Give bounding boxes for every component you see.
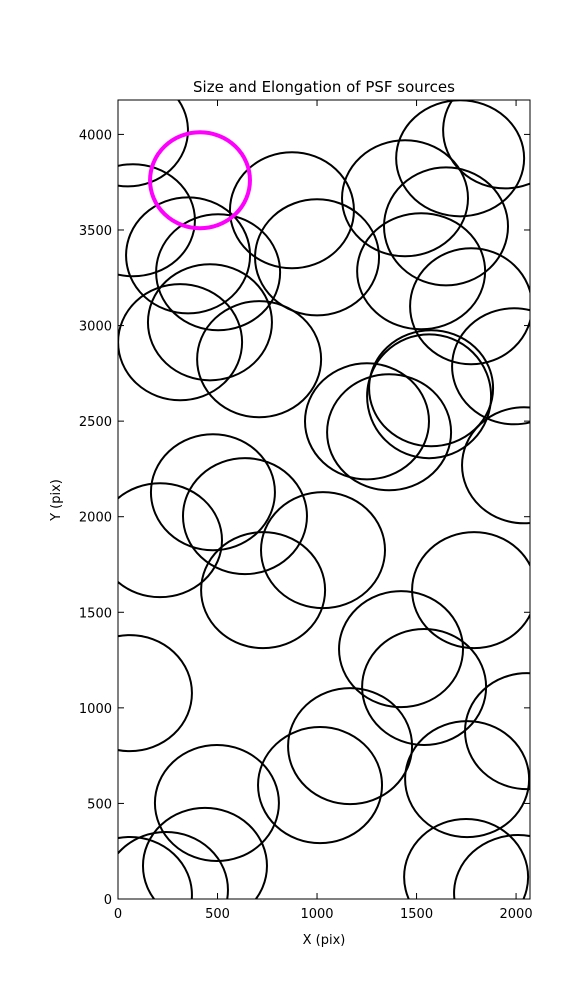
source-ellipse: [118, 163, 196, 278]
source-ellipse: [442, 100, 530, 190]
source-ellipse: [326, 373, 453, 492]
source-ellipse: [196, 300, 323, 419]
source-ellipse: [403, 818, 530, 899]
x-tick-label: 1000: [300, 907, 333, 922]
source-ellipse: [303, 362, 430, 481]
y-tick-label: 2500: [79, 415, 112, 430]
source-ellipse: [411, 531, 530, 650]
axes-frame: [117, 99, 531, 900]
source-ellipse: [254, 198, 381, 317]
source-ellipse: [118, 482, 223, 599]
source-ellipse: [181, 457, 308, 576]
source-ellipse: [125, 196, 252, 315]
y-axis-label: Y (pix): [49, 479, 64, 522]
source-ellipse: [368, 329, 495, 448]
source-ellipse: [341, 139, 470, 258]
source-ellipse: [153, 744, 280, 863]
source-ellipse: [366, 333, 493, 460]
y-tick-label: 500: [87, 797, 112, 812]
source-ellipse: [464, 672, 530, 791]
source-ellipse: [356, 212, 487, 331]
source-ellipse: [338, 590, 465, 709]
source-ellipse: [453, 834, 530, 899]
source-ellipse: [287, 687, 414, 806]
source-ellipse: [257, 726, 384, 845]
source-ellipse: [149, 433, 276, 552]
y-tick-label: 0: [104, 893, 112, 908]
source-ellipse: [146, 263, 273, 382]
source-ellipse: [155, 213, 282, 332]
y-tick-label: 4000: [79, 128, 112, 143]
source-ellipse: [404, 720, 530, 839]
source-ellipse: [118, 100, 189, 188]
source-ellipse: [118, 835, 193, 899]
source-ellipse: [451, 307, 530, 426]
source-ellipse: [118, 634, 193, 753]
x-tick-label: 1500: [400, 907, 433, 922]
source-ellipse: [461, 406, 530, 525]
y-tick-label: 2000: [79, 511, 112, 526]
source-ellipse: [383, 166, 510, 287]
x-tick-label: 500: [205, 907, 230, 922]
x-axis-label: X (pix): [303, 933, 346, 948]
x-tick-label: 2000: [500, 907, 533, 922]
source-ellipse: [118, 831, 229, 899]
source-ellipse: [200, 531, 327, 650]
y-tick-label: 3000: [79, 320, 112, 335]
x-tick-label: 0: [114, 907, 122, 922]
plot-area: [118, 100, 530, 899]
chart-title: Size and Elongation of PSF sources: [193, 78, 455, 96]
y-tick-label: 3500: [79, 224, 112, 239]
y-tick-label: 1500: [79, 606, 112, 621]
source-ellipse: [148, 130, 252, 231]
source-ellipse: [141, 806, 268, 899]
y-tick-label: 1000: [79, 702, 112, 717]
source-ellipse: [409, 247, 530, 366]
